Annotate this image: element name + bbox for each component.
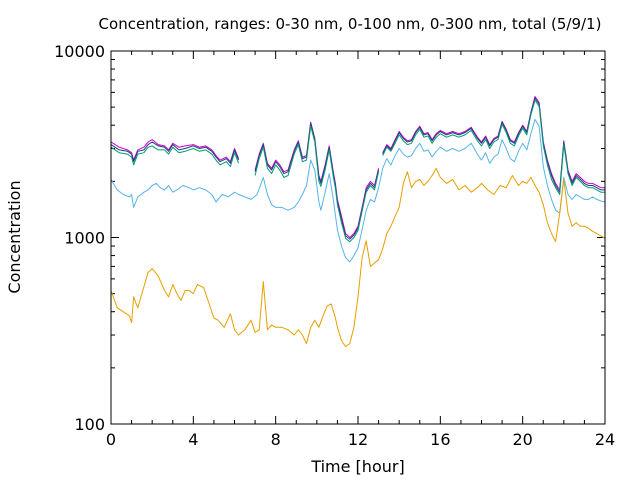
series-line [254, 125, 380, 243]
chart-title: Concentration, ranges: 0-30 nm, 0-100 nm… [99, 15, 602, 33]
x-tick-label: 4 [188, 430, 198, 449]
x-tick-label: 12 [348, 430, 368, 449]
series-line [382, 97, 605, 193]
y-tick-label: 100 [74, 415, 105, 434]
series-4 [110, 118, 606, 263]
plot-frame [110, 50, 606, 425]
series-line [110, 145, 240, 168]
y-axis-label: Concentration [5, 180, 24, 293]
series-2 [110, 97, 605, 240]
x-tick-label: 0 [106, 430, 116, 449]
series-line [110, 167, 606, 348]
series-line [382, 96, 605, 191]
x-tick-label: 16 [430, 430, 450, 449]
x-tick-label: 24 [595, 430, 615, 449]
series-line [382, 99, 605, 195]
x-tick-label: 8 [271, 430, 281, 449]
series-line [254, 122, 380, 240]
y-tick-label: 10000 [54, 42, 105, 61]
x-tick-label: 20 [512, 430, 532, 449]
series-1 [110, 96, 605, 238]
series-line [110, 139, 240, 163]
series-5 [110, 167, 606, 348]
x-axis-label: Time [hour] [310, 457, 404, 476]
series-3 [110, 99, 605, 243]
series-line [110, 141, 240, 164]
series-line [110, 118, 606, 263]
y-tick-label: 1000 [64, 229, 105, 248]
